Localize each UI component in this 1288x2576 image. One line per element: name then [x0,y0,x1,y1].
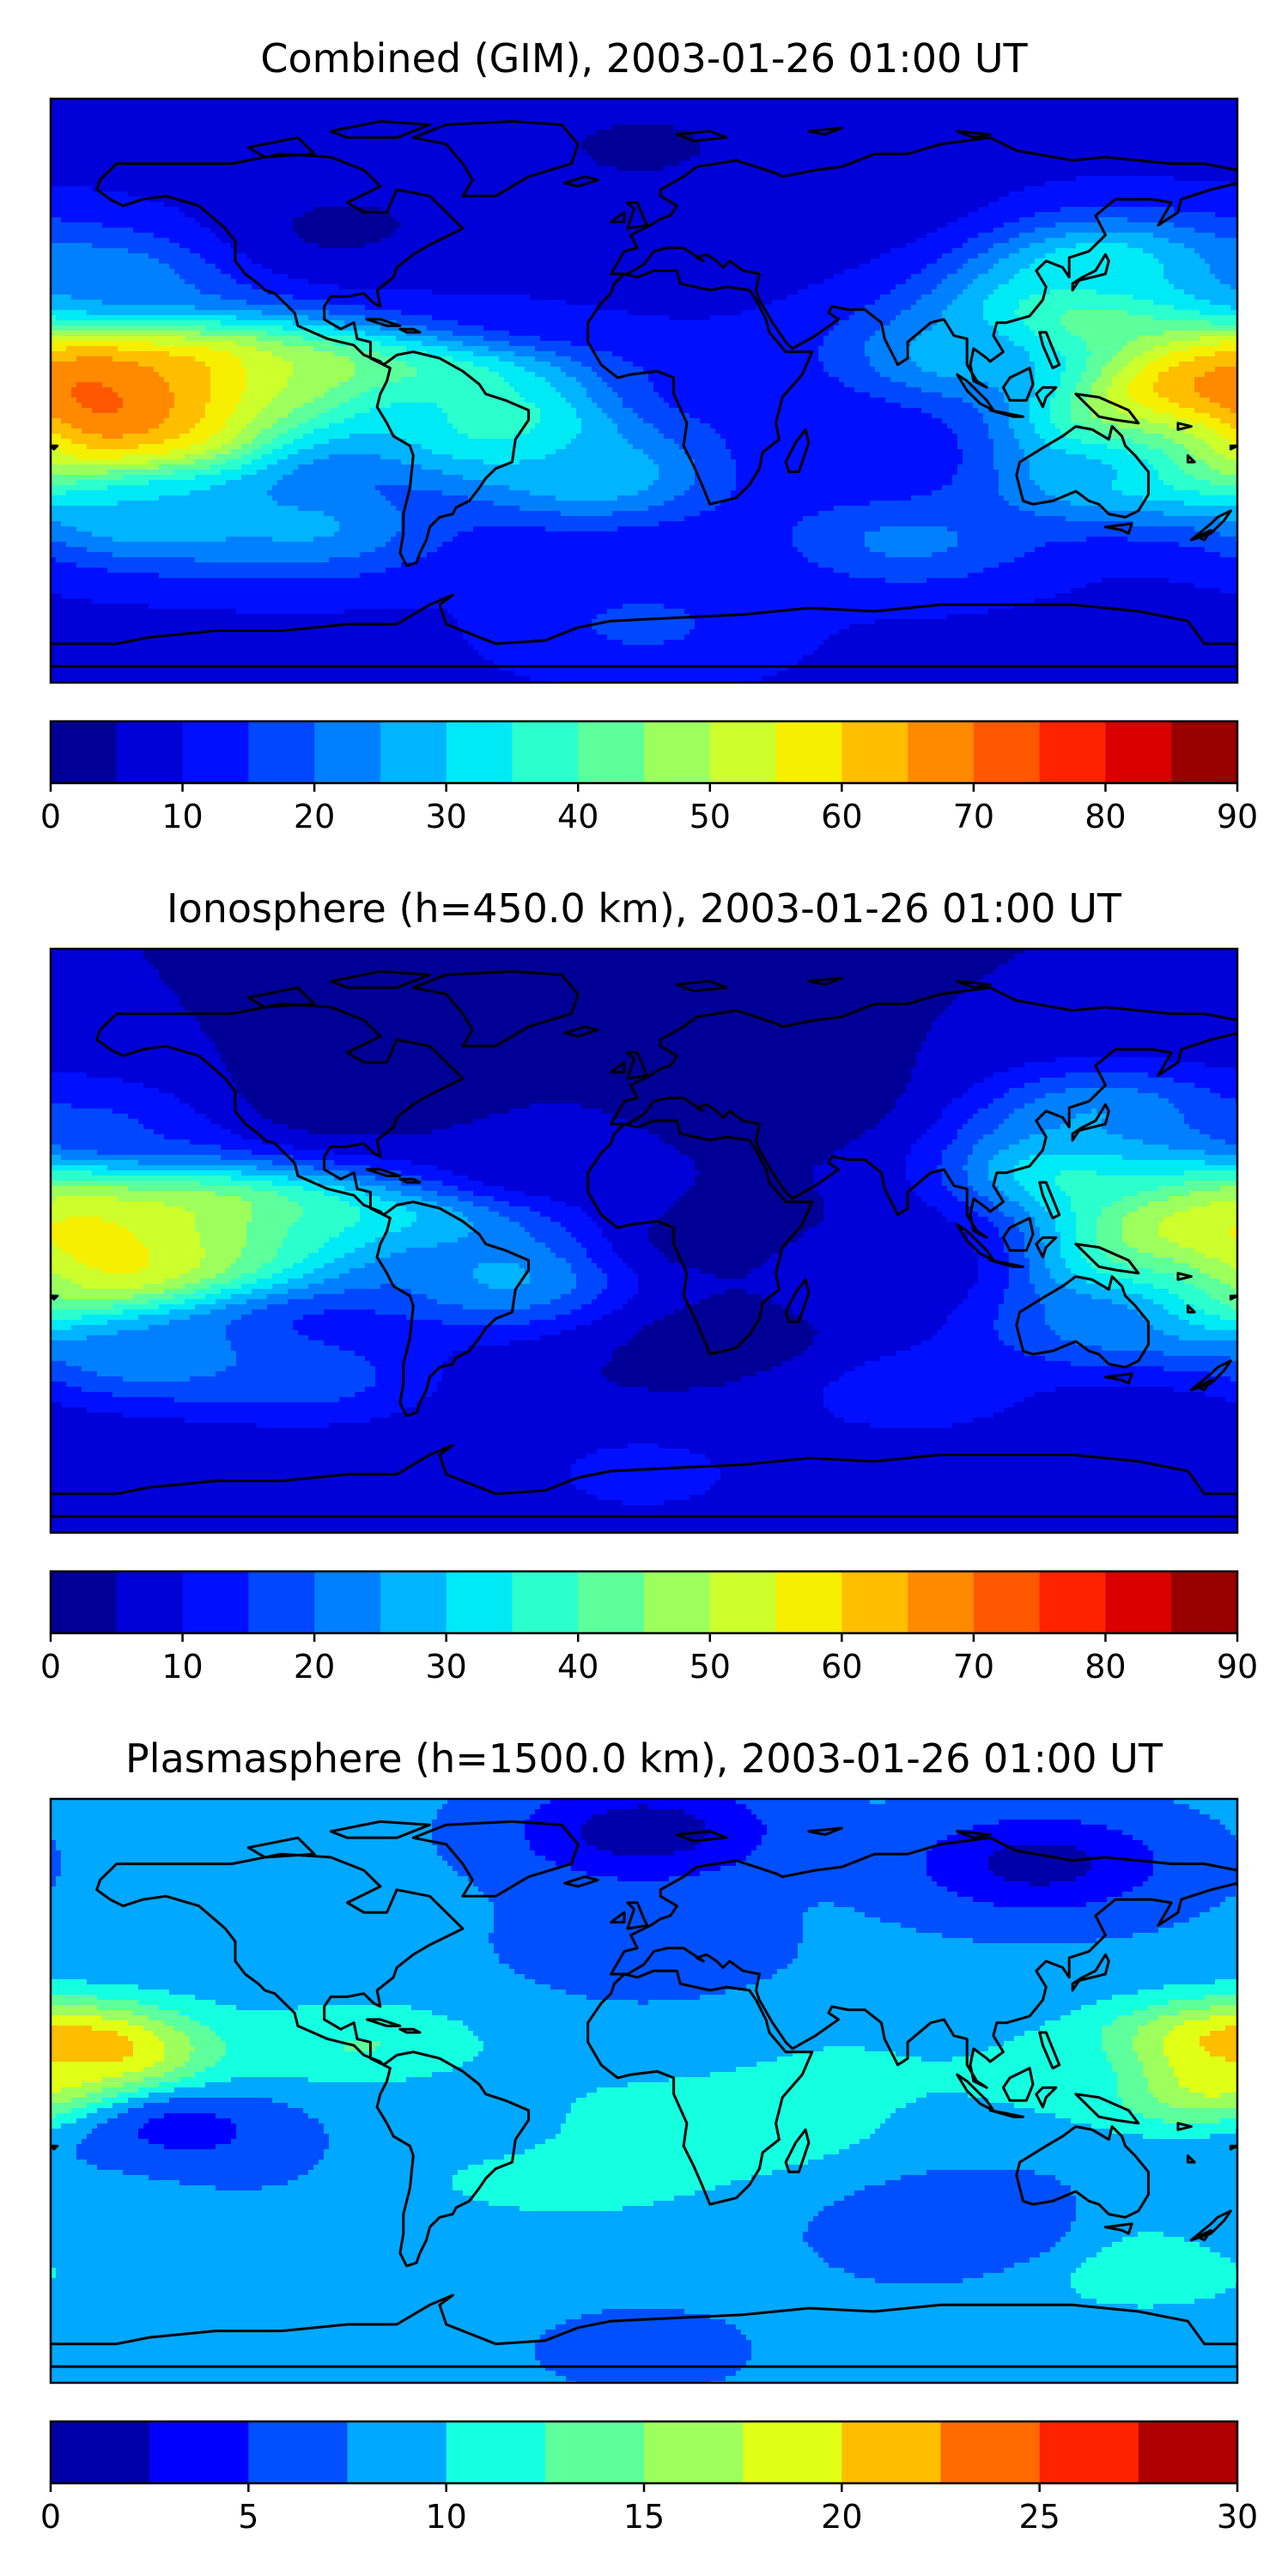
colorbar-swatch [578,721,644,783]
colorbar-tick-label: 50 [690,1648,731,1686]
colorbar-swatch [117,1571,183,1633]
colorbar-tick-label: 40 [557,1648,598,1686]
colorbar-tick-label: 0 [40,1648,61,1686]
map-field [51,1799,1242,2387]
colorbar-tick-label: 90 [1217,798,1258,835]
colorbar-swatch [841,2421,941,2483]
colorbar-tick-label: 70 [953,1648,994,1686]
colorbar-swatch [908,721,974,783]
colorbar-swatch [1171,721,1237,783]
colorbar-swatch [545,2421,645,2483]
colorbar-swatch [512,721,578,783]
colorbar-tick-label: 25 [1018,2498,1060,2536]
colorbar-swatch [1040,721,1106,783]
colorbar-tick-label: 30 [425,1648,466,1686]
colorbar-swatch [248,1571,314,1633]
colorbar-tick-label: 20 [294,798,335,835]
colorbar-swatch [248,721,314,783]
colorbar-swatch [149,2421,249,2483]
colorbar-tick-label: 15 [623,2498,665,2536]
colorbar-swatch [183,1571,249,1633]
colorbar: 0 10 20 30 40 50 60 70 80 90 [40,1571,1258,1686]
colorbar-swatch [51,721,117,783]
panel-ionosphere: Ionosphere (h=450.0 km), 2003-01-26 01:0… [40,885,1258,1686]
colorbar-swatch [578,1571,644,1633]
colorbar-tick-label: 5 [238,2498,258,2536]
colorbar-swatch [1139,2421,1238,2483]
colorbar: 0 5 10 15 20 25 30 [40,2421,1258,2536]
colorbar-swatch [710,721,776,783]
colorbar-tick-label: 0 [40,2498,61,2536]
colorbar-tick-label: 70 [953,798,994,835]
colorbar-swatch [183,721,249,783]
colorbar-swatch [447,2421,546,2483]
colorbar-swatch [841,721,908,783]
colorbar-tick-label: 50 [690,798,731,835]
colorbar-swatch [974,1571,1040,1633]
colorbar-swatch [248,2421,348,2483]
colorbar: 0 10 20 30 40 50 60 70 80 90 [40,721,1258,835]
map-field [51,99,1242,687]
colorbar-swatch [447,1571,513,1633]
colorbar-swatch [974,721,1040,783]
colorbar-tick-label: 0 [40,798,61,835]
colorbar-tick-label: 10 [425,2498,466,2536]
panel-plasmasphere: Plasmasphere (h=1500.0 km), 2003-01-26 0… [40,1735,1258,2536]
colorbar-swatch [314,1571,380,1633]
colorbar-swatch [908,1571,974,1633]
panel-combined: Combined (GIM), 2003-01-26 01:00 UT 0 10 2… [40,35,1258,835]
colorbar-swatch [710,1571,776,1633]
colorbar-swatch [941,2421,1041,2483]
colorbar-swatch [644,1571,710,1633]
colorbar-swatch [380,721,447,783]
colorbar-tick-label: 60 [821,1648,862,1686]
colorbar-tick-label: 40 [557,798,598,835]
colorbar-swatch [51,1571,117,1633]
colorbar-swatch [117,721,183,783]
colorbar-tick-label: 90 [1217,1648,1258,1686]
colorbar-tick-label: 20 [294,1648,335,1686]
colorbar-tick-label: 20 [821,2498,862,2536]
colorbar-swatch [1171,1571,1237,1633]
colorbar-swatch [1040,2421,1139,2483]
colorbar-tick-label: 80 [1084,798,1126,835]
panel-title: Ionosphere (h=450.0 km), 2003-01-26 01:0… [167,885,1122,932]
colorbar-tick-label: 30 [425,798,466,835]
colorbar-swatch [644,721,710,783]
colorbar-swatch [743,2421,842,2483]
colorbar-swatch [644,2421,744,2483]
colorbar-swatch [51,2421,150,2483]
colorbar-swatch [314,721,380,783]
colorbar-swatch [1105,721,1171,783]
panel-title: Plasmasphere (h=1500.0 km), 2003-01-26 0… [125,1735,1163,1782]
colorbar-tick-label: 60 [821,798,862,835]
colorbar-swatch [1105,1571,1171,1633]
colorbar-tick-label: 10 [161,798,203,835]
colorbar-swatch [447,721,513,783]
panel-title: Combined (GIM), 2003-01-26 01:00 UT [260,35,1028,82]
colorbar-swatch [348,2421,447,2483]
colorbar-swatch [776,721,842,783]
colorbar-swatch [380,1571,447,1633]
colorbar-swatch [841,1571,908,1633]
map-field [51,949,1242,1537]
colorbar-tick-label: 30 [1217,2498,1258,2536]
colorbar-swatch [1040,1571,1106,1633]
colorbar-tick-label: 80 [1084,1648,1126,1686]
colorbar-swatch [512,1571,578,1633]
colorbar-swatch [776,1571,842,1633]
colorbar-tick-label: 10 [161,1648,203,1686]
